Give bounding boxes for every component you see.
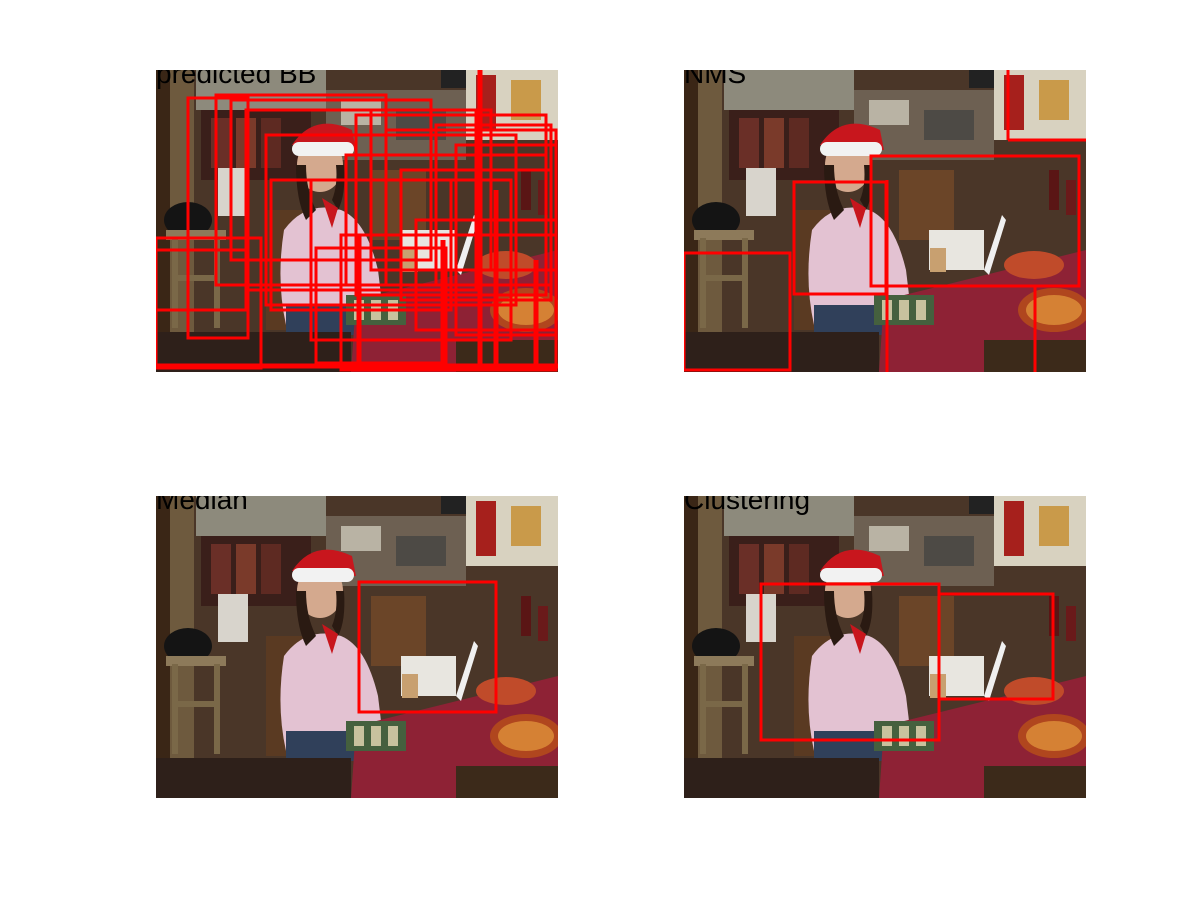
bounding-box xyxy=(937,592,1055,701)
panel-title: NMS xyxy=(684,70,747,89)
bounding-box xyxy=(309,178,513,342)
panel-title: Median xyxy=(156,496,248,515)
bounding-box xyxy=(684,251,792,372)
bounding-boxes-overlay xyxy=(357,580,498,714)
predicted-bb-panel: predicted BB xyxy=(156,70,558,372)
bounding-boxes-overlay xyxy=(156,70,558,372)
panel-title: predicted BB xyxy=(156,70,317,89)
panel-title: Clustering xyxy=(684,496,811,515)
clustering-panel: Clustering xyxy=(684,496,1086,798)
bounding-box xyxy=(314,246,448,365)
bounding-boxes-overlay xyxy=(684,70,1086,372)
bounding-box xyxy=(454,143,558,337)
nms-panel: NMS xyxy=(684,70,1086,372)
bounding-box xyxy=(759,582,941,742)
bounding-box xyxy=(354,113,548,297)
bounding-box xyxy=(156,248,248,312)
bounding-box xyxy=(186,96,250,340)
bounding-box xyxy=(357,580,498,714)
bounding-box xyxy=(339,233,558,372)
bounding-boxes-overlay xyxy=(759,582,1055,742)
median-panel: Median xyxy=(156,496,558,798)
bounding-box xyxy=(869,154,1081,288)
